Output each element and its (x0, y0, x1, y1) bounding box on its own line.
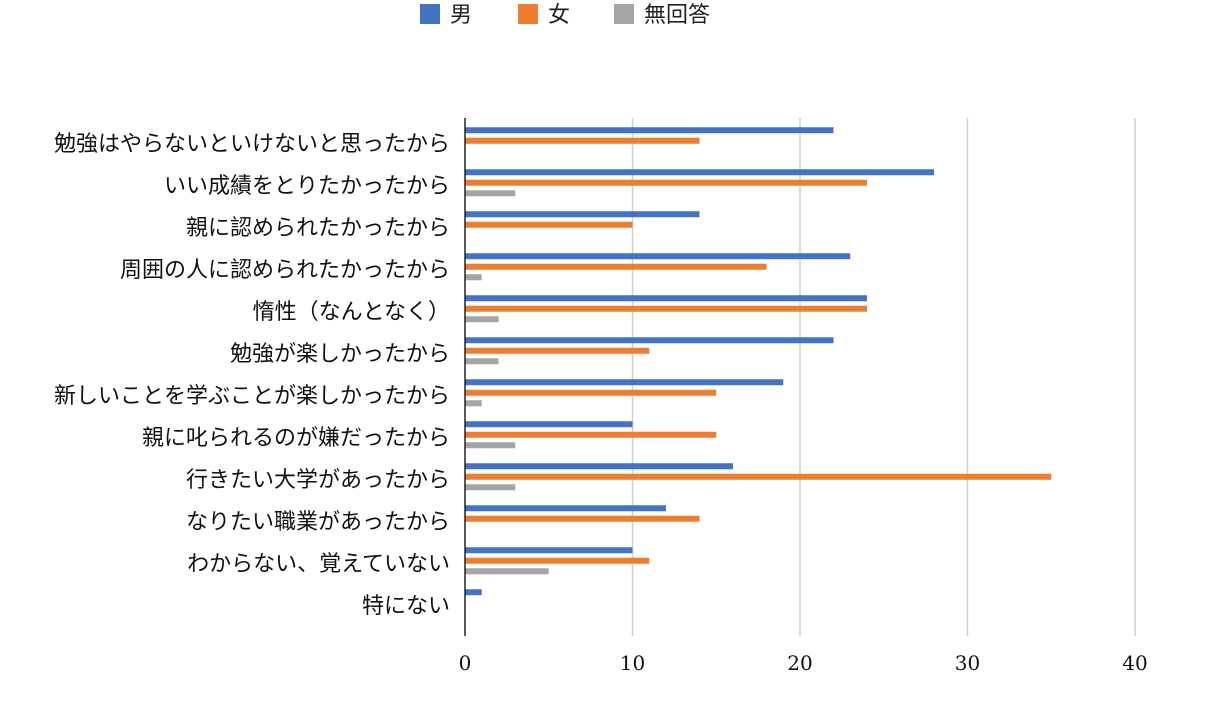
legend-swatch-2 (614, 4, 634, 24)
bar-女-8 (465, 473, 1052, 480)
bar-無回答-8 (465, 484, 516, 491)
bar-男-1 (465, 169, 934, 176)
x-tick-label: 40 (1122, 651, 1147, 675)
category-label: 行きたい大学があったから (186, 468, 450, 493)
category-label: 勉強が楽しかったから (230, 342, 450, 367)
category-labels: 勉強はやらないといけないと思ったからいい成績をとりたかったから親に認められたかっ… (54, 132, 450, 619)
category-label: 特にない (362, 594, 450, 619)
legend: 男 女 無回答 (420, 3, 710, 28)
bar-男-9 (465, 505, 666, 512)
category-label: 親に叱られるのが嫌だったから (142, 426, 450, 451)
x-tick-label: 10 (620, 651, 645, 675)
category-label: 親に認められたかったから (186, 216, 450, 241)
category-label: わからない、覚えていない (187, 552, 450, 577)
category-label: なりたい職業があったから (186, 510, 450, 535)
legend-swatch-0 (420, 4, 440, 24)
bar-男-5 (465, 337, 834, 344)
category-label: 勉強はやらないといけないと思ったから (54, 132, 450, 157)
bar-男-8 (465, 463, 733, 470)
x-tick-label: 20 (787, 651, 812, 675)
bar-女-2 (465, 221, 633, 228)
legend-label-2: 無回答 (644, 3, 710, 28)
bar-女-3 (465, 263, 767, 270)
bar-男-11 (465, 589, 482, 596)
bar-女-9 (465, 515, 700, 522)
category-label: 新しいことを学ぶことが楽しかったから (54, 384, 450, 409)
bar-女-4 (465, 305, 867, 312)
bar-男-4 (465, 295, 867, 302)
bar-無回答-3 (465, 274, 482, 281)
bar-男-3 (465, 253, 851, 260)
bar-女-1 (465, 179, 867, 186)
bar-女-7 (465, 431, 717, 438)
legend-swatch-1 (518, 4, 538, 24)
bar-無回答-6 (465, 400, 482, 407)
bar-無回答-1 (465, 190, 516, 197)
bar-男-10 (465, 547, 633, 554)
bar-女-5 (465, 347, 650, 354)
bar-男-2 (465, 211, 700, 218)
legend-label-1: 女 (548, 3, 570, 28)
category-label: いい成績をとりたかったから (164, 174, 450, 199)
category-label: 周囲の人に認められたかったから (120, 258, 450, 283)
category-label: 惰性（なんとなく） (253, 300, 450, 325)
bar-無回答-5 (465, 358, 499, 365)
x-tick-label: 30 (955, 651, 980, 675)
bar-無回答-4 (465, 316, 499, 323)
bar-男-0 (465, 127, 834, 134)
x-tick-labels: 0 10 20 30 40 (459, 651, 1148, 675)
legend-label-0: 男 (450, 3, 472, 28)
bar-無回答-7 (465, 442, 516, 449)
gridlines (631, 118, 1136, 636)
bar-女-6 (465, 389, 717, 396)
x-tick-label: 0 (459, 651, 472, 675)
bar-女-0 (465, 137, 700, 144)
bar-男-6 (465, 379, 784, 386)
bar-男-7 (465, 421, 633, 428)
bar-無回答-10 (465, 568, 549, 575)
bar-女-10 (465, 557, 650, 564)
bars (465, 127, 1052, 596)
